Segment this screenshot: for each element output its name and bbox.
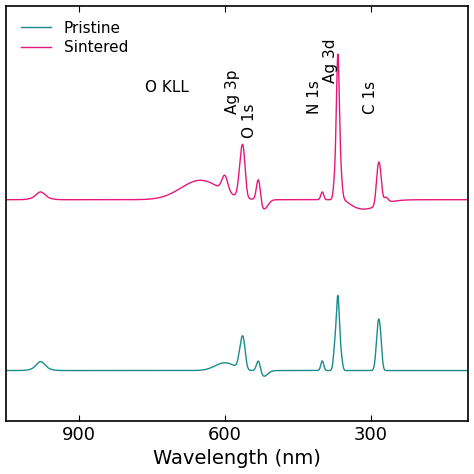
Legend: Pristine, Sintered: Pristine, Sintered bbox=[13, 13, 136, 63]
Sintered bbox=[383, 194, 389, 200]
Pristine bbox=[348, 368, 354, 374]
X-axis label: Wavelength (nm): Wavelength (nm) bbox=[153, 449, 321, 468]
Sintered bbox=[348, 202, 354, 208]
Text: N 1s: N 1s bbox=[307, 81, 322, 114]
Sintered bbox=[87, 197, 92, 202]
Pristine bbox=[383, 368, 389, 374]
Pristine bbox=[304, 368, 310, 374]
Pristine bbox=[180, 368, 185, 374]
Line: Sintered: Sintered bbox=[6, 54, 468, 209]
Sintered bbox=[361, 206, 366, 212]
Pristine bbox=[3, 368, 9, 374]
Pristine bbox=[465, 368, 471, 374]
Sintered bbox=[3, 197, 9, 202]
Text: O 1s: O 1s bbox=[243, 103, 257, 137]
Sintered bbox=[335, 51, 341, 57]
Text: Ag 3d: Ag 3d bbox=[323, 39, 338, 83]
Text: O KLL: O KLL bbox=[146, 80, 189, 95]
Sintered bbox=[304, 197, 310, 202]
Pristine bbox=[281, 368, 286, 374]
Pristine bbox=[87, 368, 92, 374]
Sintered bbox=[465, 197, 471, 202]
Sintered bbox=[180, 184, 185, 190]
Line: Pristine: Pristine bbox=[6, 295, 468, 376]
Text: Ag 3p: Ag 3p bbox=[226, 70, 240, 114]
Pristine bbox=[262, 374, 267, 379]
Pristine bbox=[335, 292, 341, 298]
Text: C 1s: C 1s bbox=[363, 81, 378, 114]
Sintered bbox=[280, 197, 286, 202]
